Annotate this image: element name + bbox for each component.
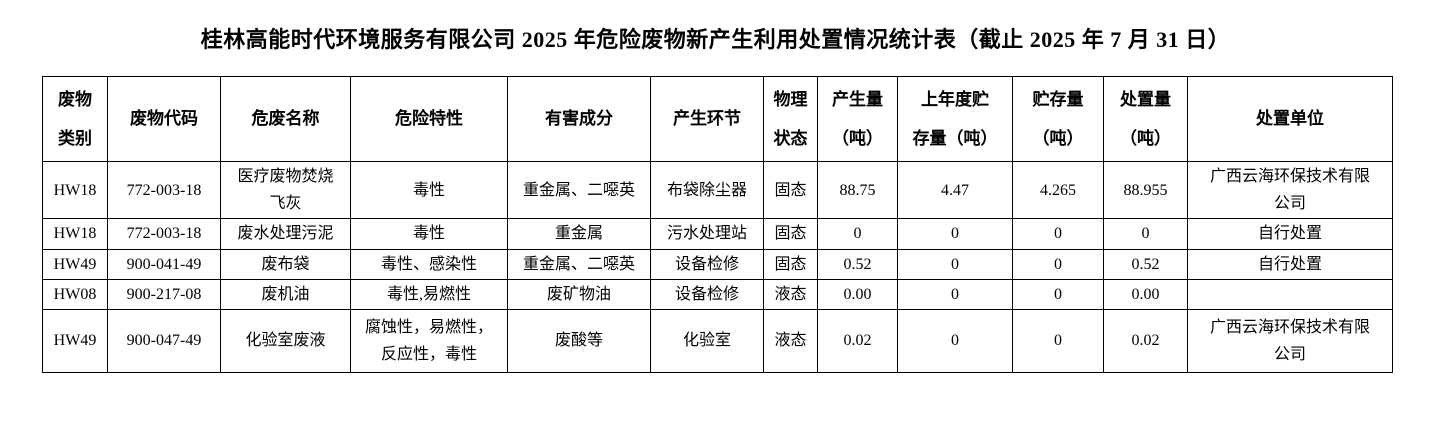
- table-cell: 废布袋: [220, 248, 351, 280]
- table-cell: 污水处理站: [650, 218, 764, 250]
- header-waste-name: 危废名称: [220, 76, 351, 162]
- table-cell: HW08: [42, 278, 108, 310]
- table-cell: 废矿物油: [507, 278, 651, 310]
- table-cell: 废机油: [220, 278, 351, 310]
- table-cell: 0: [817, 218, 898, 250]
- table-cell: 0.52: [817, 248, 898, 280]
- table-row: HW18 772-003-18 废水处理污泥 毒性 重金属 污水处理站 固态 0 0 0 0 自行处置: [42, 218, 1393, 250]
- table-cell: 0: [1103, 218, 1188, 250]
- table-cell: 毒性,易燃性: [350, 278, 508, 310]
- table-cell: 固态: [763, 218, 818, 250]
- table-cell: 固态: [763, 160, 818, 220]
- table-cell: 毒性: [350, 218, 508, 250]
- table-row: HW49 900-047-49 化验室废液 腐蚀性，易燃性， 反应性，毒性 废酸等 化验室…: [42, 308, 1393, 373]
- table-cell: 0: [897, 278, 1013, 310]
- table-cell: 88.75: [817, 160, 898, 220]
- table-cell: 900-041-49: [107, 248, 221, 280]
- header-generation-stage: 产生环节: [650, 76, 764, 162]
- table-cell: 广西云海环保技术有限 公司: [1187, 160, 1393, 220]
- table-cell: 重金属: [507, 218, 651, 250]
- table-cell: 0: [1012, 308, 1104, 373]
- table-cell: 0.02: [817, 308, 898, 373]
- table-cell: 88.955: [1103, 160, 1188, 220]
- table-cell: 772-003-18: [107, 218, 221, 250]
- table-cell: 0: [897, 248, 1013, 280]
- page-title: 桂林高能时代环境服务有限公司 2025 年危险废物新产生利用处置情况统计表（截止…: [200, 27, 1231, 52]
- table-cell: 自行处置: [1187, 248, 1393, 280]
- table-cell: 900-217-08: [107, 278, 221, 310]
- table-cell: 毒性: [350, 160, 508, 220]
- table-cell: 重金属、二噁英: [507, 248, 651, 280]
- table-cell: 广西云海环保技术有限 公司: [1187, 308, 1393, 373]
- table-cell: 4.265: [1012, 160, 1104, 220]
- table-cell: 液态: [763, 308, 818, 373]
- header-generated-amount: 产生量 （吨）: [817, 76, 898, 162]
- table-cell: 化验室废液: [220, 308, 351, 373]
- header-storage-amount: 贮存量 （吨）: [1012, 76, 1104, 162]
- hazardous-waste-table: 废物 类别 废物代码 危废名称 危险特性 有害成分 产生环节 物理 状态 产生量…: [42, 76, 1393, 373]
- table-cell: HW49: [42, 308, 108, 373]
- table-cell: 0: [897, 308, 1013, 373]
- table-cell: 0.02: [1103, 308, 1188, 373]
- table-row: HW08 900-217-08 废机油 毒性,易燃性 废矿物油 设备检修 液态 0.00 0 0 0…: [42, 278, 1393, 310]
- table-cell: 900-047-49: [107, 308, 221, 373]
- header-waste-code: 废物代码: [107, 76, 221, 162]
- header-waste-category: 废物 类别: [42, 76, 108, 162]
- table-cell: 固态: [763, 248, 818, 280]
- table-cell: 0: [897, 218, 1013, 250]
- table-row: HW49 900-041-49 废布袋 毒性、感染性 重金属、二噁英 设备检修 固态 0.52…: [42, 248, 1393, 280]
- table-cell: 0: [1012, 218, 1104, 250]
- table-cell: 废水处理污泥: [220, 218, 351, 250]
- header-harmful-component: 有害成分: [507, 76, 651, 162]
- table-cell: 0.00: [817, 278, 898, 310]
- table-cell: 毒性、感染性: [350, 248, 508, 280]
- table-cell: 设备检修: [650, 278, 764, 310]
- header-row: 废物 类别 废物代码 危废名称 危险特性 有害成分 产生环节 物理 状态 产生量…: [42, 76, 1393, 162]
- table-cell: 液态: [763, 278, 818, 310]
- header-disposal-amount: 处置量 （吨）: [1103, 76, 1188, 162]
- table-cell: 4.47: [897, 160, 1013, 220]
- table-body: HW18 772-003-18 医疗废物焚烧 飞灰 毒性 重金属、二噁英 布袋除尘器 固态 8…: [42, 160, 1393, 373]
- table-cell: 化验室: [650, 308, 764, 373]
- table-cell: HW18: [42, 218, 108, 250]
- header-disposal-unit: 处置单位: [1187, 76, 1393, 162]
- table-cell: 772-003-18: [107, 160, 221, 220]
- table-cell: 0.52: [1103, 248, 1188, 280]
- table-cell: HW18: [42, 160, 108, 220]
- table-cell: 0: [1012, 278, 1104, 310]
- header-physical-state: 物理 状态: [763, 76, 818, 162]
- table-cell: 自行处置: [1187, 218, 1393, 250]
- header-hazard-property: 危险特性: [350, 76, 508, 162]
- table-cell: 重金属、二噁英: [507, 160, 651, 220]
- table-cell: 布袋除尘器: [650, 160, 764, 220]
- table-cell: 腐蚀性，易燃性， 反应性，毒性: [350, 308, 508, 373]
- table-cell: 医疗废物焚烧 飞灰: [220, 160, 351, 220]
- table-cell: 0: [1012, 248, 1104, 280]
- table-cell: 0.00: [1103, 278, 1188, 310]
- table-cell: HW49: [42, 248, 108, 280]
- table-header: 废物 类别 废物代码 危废名称 危险特性 有害成分 产生环节 物理 状态 产生量…: [42, 76, 1393, 162]
- header-last-year-storage: 上年度贮 存量（吨）: [897, 76, 1013, 162]
- table-cell: 废酸等: [507, 308, 651, 373]
- table-cell: 设备检修: [650, 248, 764, 280]
- table-cell: [1187, 278, 1393, 310]
- table-row: HW18 772-003-18 医疗废物焚烧 飞灰 毒性 重金属、二噁英 布袋除尘器 固态 8…: [42, 160, 1393, 220]
